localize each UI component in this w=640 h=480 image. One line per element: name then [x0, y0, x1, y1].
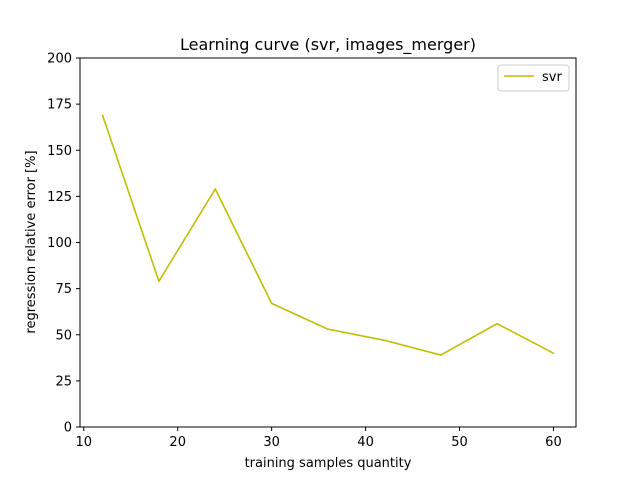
y-tick-label: 150 [47, 144, 72, 159]
y-tick-label: 125 [47, 190, 72, 205]
data-point [383, 339, 386, 342]
legend-label-svr: svr [542, 70, 562, 85]
data-point [496, 322, 498, 325]
y-tick-label: 100 [47, 236, 72, 251]
y-tick-label: 0 [64, 421, 72, 436]
legend: svr [497, 64, 570, 92]
x-axis-label: training samples quantity [245, 456, 412, 471]
data-point [101, 114, 104, 116]
y-tick-label: 75 [55, 282, 72, 297]
plot-frame [79, 57, 577, 428]
series-layer [101, 114, 555, 356]
x-tick-label: 20 [169, 435, 186, 450]
data-point [214, 188, 217, 190]
data-point [270, 302, 273, 305]
legend-box [497, 64, 570, 92]
data-point [158, 280, 160, 283]
x-tick-label: 60 [545, 435, 562, 450]
data-point [327, 328, 329, 331]
y-tick-label: 25 [55, 374, 72, 389]
y-tick-label: 50 [55, 328, 72, 343]
x-tick-label: 30 [263, 435, 280, 450]
data-point [552, 352, 555, 355]
y-axis: 0 25 50 75 100 125 150 175 200 [47, 52, 80, 436]
x-axis: 10 20 30 40 50 60 [75, 427, 562, 450]
x-tick-label: 10 [75, 435, 92, 450]
x-tick-label: 40 [357, 435, 374, 450]
x-tick-label: 50 [451, 435, 468, 450]
y-tick-label: 175 [47, 98, 72, 113]
plot-area [80, 58, 576, 427]
data-point [439, 354, 442, 356]
y-tick-label: 200 [47, 52, 72, 67]
chart-title: Learning curve (svr, images_merger) [180, 35, 476, 55]
y-axis-label: regression relative error [%] [24, 150, 39, 333]
